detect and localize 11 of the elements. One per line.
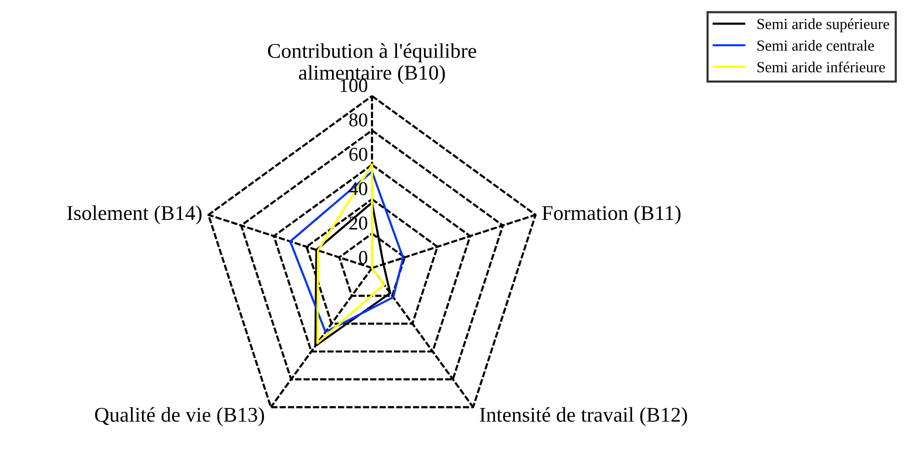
y-tick-label: 20 [349,216,368,230]
legend-label: Semi aride centrale [757,40,874,51]
y-tick-label: 0 [359,250,368,264]
legend-label: Semi aride inférieure [757,61,885,72]
spoke-label: Intensité de travail (B12) [480,407,688,426]
legend-label: Semi aride supérieure [757,18,890,32]
y-tick-label: 80 [349,113,368,126]
spoke-label: Qualité de vie (B13) [95,407,264,426]
spoke-label: Formation (B11) [542,205,680,224]
y-tick-label: 60 [349,148,368,161]
spoke-label: Isolement (B14) [67,205,202,224]
